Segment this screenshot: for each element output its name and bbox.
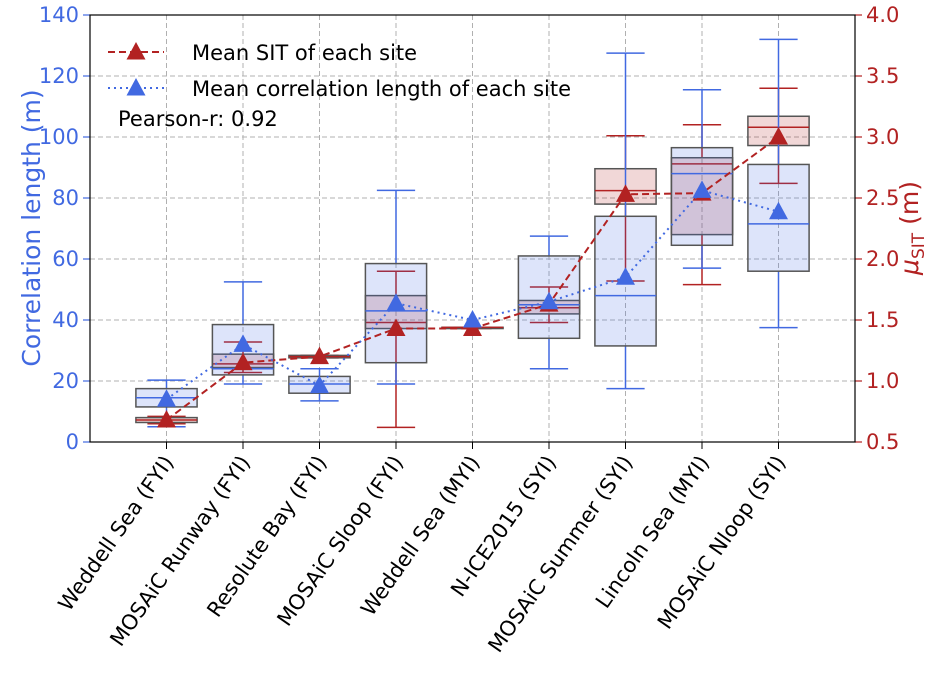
box [364, 262, 428, 364]
mean-marker [157, 389, 176, 407]
y-tick-label: 20 [52, 369, 79, 393]
mean-marker [692, 180, 712, 198]
y-tick-label: 120 [39, 64, 79, 88]
y2-tick-label: 3.5 [866, 64, 899, 88]
legend-marker [126, 42, 146, 60]
mean-marker [539, 291, 559, 310]
y-axis-label: Correlation length (m) [17, 89, 46, 366]
box-group [747, 38, 810, 329]
y2-tick-label: 1.5 [866, 308, 899, 332]
mean-marker [233, 352, 253, 371]
y2-axis-label: μSIT (m) [895, 181, 927, 276]
mean-marker [769, 127, 788, 145]
box-group [670, 88, 734, 269]
y2-tick-label: 3.0 [866, 125, 899, 149]
y2-tick-label: 2.5 [866, 186, 899, 210]
mean-marker [386, 318, 406, 337]
legend-marker [126, 78, 146, 96]
mean-marker [463, 310, 482, 328]
mean-marker [386, 293, 406, 311]
y2-tick-label: 0.5 [866, 430, 899, 454]
mean-marker [310, 375, 329, 394]
box-group [364, 189, 428, 385]
y2-label-subscript: SIT [909, 232, 927, 259]
mean-line [165, 189, 779, 401]
legend-label: Mean SIT of each site [192, 41, 417, 65]
mean-marker [233, 334, 253, 352]
y2-tick-label: 2.0 [866, 247, 899, 271]
y2-tick-label: 1.0 [866, 369, 899, 393]
plot-frame [89, 14, 856, 443]
y-tick-label: 60 [52, 247, 79, 271]
y-tick-label: 100 [39, 125, 79, 149]
y-tick-label: 140 [39, 3, 79, 27]
x-tick-label: MOSAiC Runway (FYI) [105, 451, 255, 651]
x-tick-label: MOSAiC Nloop (SYI) [653, 451, 791, 633]
y-tick-label: 0 [66, 430, 79, 454]
y2-label-unit: (m) [895, 181, 924, 233]
y-tick-label: 40 [52, 308, 79, 332]
box-group [594, 52, 657, 390]
mean-marker [310, 346, 329, 365]
y2-label-symbol: μ [895, 259, 924, 276]
legend-label: Mean correlation length of each site [192, 77, 571, 101]
mean-marker [157, 410, 176, 428]
y2-tick-label: 4.0 [866, 3, 899, 27]
y-tick-label: 80 [52, 186, 79, 210]
mean-marker [616, 184, 635, 202]
x-tick-label: MOSAiC Summer (SYI) [483, 451, 637, 657]
mean-marker [616, 267, 635, 285]
mean-marker [769, 201, 788, 220]
annotation: Pearson-r: 0.92 [118, 107, 278, 131]
